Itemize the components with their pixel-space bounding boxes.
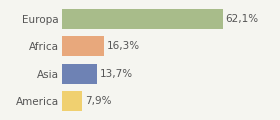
Bar bbox=[62, 64, 97, 84]
Bar bbox=[62, 36, 104, 56]
Text: 13,7%: 13,7% bbox=[100, 69, 133, 79]
Bar bbox=[62, 9, 223, 29]
Text: 16,3%: 16,3% bbox=[106, 41, 140, 51]
Text: 62,1%: 62,1% bbox=[225, 14, 258, 24]
Bar bbox=[62, 91, 82, 111]
Text: 7,9%: 7,9% bbox=[85, 96, 111, 106]
